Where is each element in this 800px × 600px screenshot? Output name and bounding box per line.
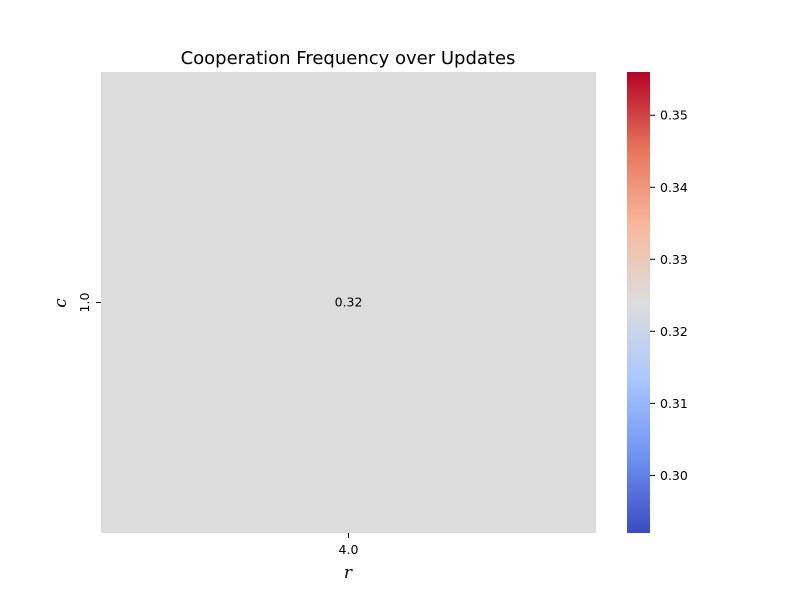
cell-annotation: 0.32 bbox=[335, 295, 363, 310]
x-axis: 4.0 bbox=[339, 533, 359, 557]
colorbar-tick-label: 0.35 bbox=[660, 108, 688, 123]
colorbar: 0.30 0.31 0.32 0.33 0.34 0.35 bbox=[627, 72, 688, 533]
x-axis-label: r bbox=[344, 563, 353, 583]
x-tick-label: 4.0 bbox=[339, 542, 359, 557]
y-tick-label: 1.0 bbox=[77, 293, 92, 313]
chart-title: Cooperation Frequency over Updates bbox=[181, 48, 516, 69]
colorbar-gradient bbox=[627, 72, 650, 533]
colorbar-tick-label: 0.34 bbox=[660, 180, 688, 195]
y-axis-label: c bbox=[51, 298, 71, 308]
y-axis: 1.0 bbox=[77, 293, 101, 313]
colorbar-tick-label: 0.32 bbox=[660, 324, 688, 339]
heatmap-cell bbox=[101, 72, 596, 533]
colorbar-tick-label: 0.33 bbox=[660, 252, 688, 267]
heatmap-plot-area: 0.32 bbox=[101, 72, 596, 533]
colorbar-tick-label: 0.31 bbox=[660, 396, 688, 411]
colorbar-tick-label: 0.30 bbox=[660, 468, 688, 483]
colorbar-ticks: 0.30 0.31 0.32 0.33 0.34 0.35 bbox=[650, 108, 688, 483]
